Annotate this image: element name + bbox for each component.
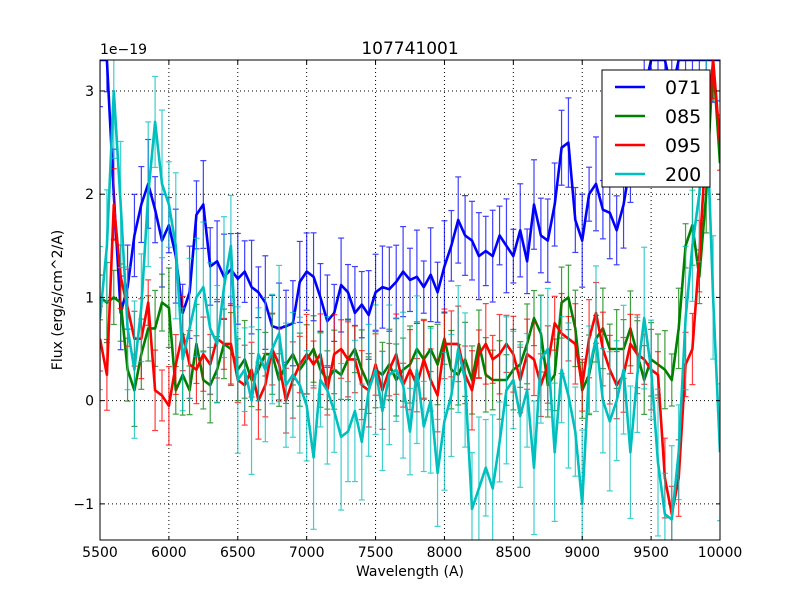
series-line-071	[100, 60, 720, 330]
legend-label-200: 200	[665, 164, 701, 186]
x-tick-label: 10000	[698, 545, 743, 561]
x-axis-label: Wavelength (A)	[356, 564, 464, 580]
x-tick-label: 6500	[220, 545, 256, 561]
x-tick-label: 6000	[151, 545, 187, 561]
legend-box	[601, 69, 711, 188]
y-offset-label: 1e−19	[100, 42, 147, 58]
x-tick-label: 9000	[564, 545, 600, 561]
plot-frame	[99, 59, 721, 541]
y-tick-label: 3	[85, 84, 94, 100]
x-tick-label: 7500	[358, 545, 394, 561]
y-tick-label: 2	[85, 187, 94, 203]
x-tick-label: 7000	[289, 545, 325, 561]
x-tick-label: 9500	[633, 545, 669, 561]
x-tick-label: 5500	[82, 545, 118, 561]
ticks: 5500 6000 6500 7000 7500 8000 8500 9000 9500 1000…	[73, 60, 742, 561]
y-tick-label: 1	[85, 290, 94, 306]
chart-title: 107741001	[361, 39, 458, 59]
legend-label-071: 071	[665, 77, 701, 99]
y-axis-label: Flux (erg/s/cm^2/A)	[50, 230, 66, 370]
y-tick-label: −1	[73, 497, 94, 513]
x-tick-label: 8500	[496, 545, 532, 561]
legend-label-085: 085	[665, 106, 701, 128]
series-200	[100, 60, 720, 540]
x-tick-label: 8000	[427, 545, 463, 561]
y-tick-label: 0	[85, 394, 94, 410]
legend: 071 085 095 200	[601, 69, 711, 188]
series-line-200	[100, 89, 720, 521]
legend-label-095: 095	[665, 135, 701, 157]
